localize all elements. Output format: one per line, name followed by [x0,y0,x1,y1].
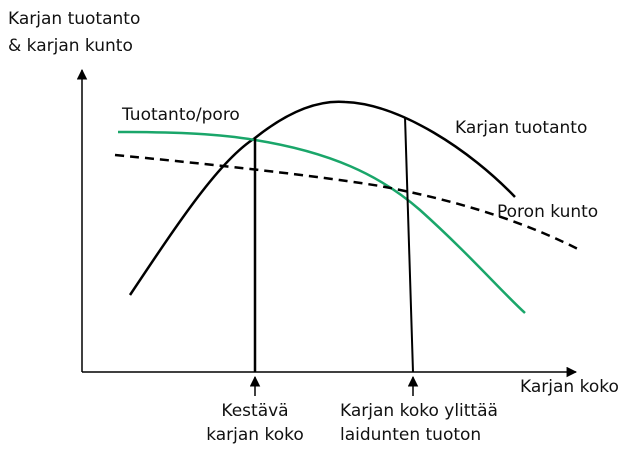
marker-label: Karjan koko ylittää [340,401,498,421]
per-reindeer-curve [117,130,526,314]
y-axis-label: & karjan kunto [8,36,133,56]
x-axis-label: Karjan koko [520,377,619,397]
curve-label: Poron kunto [497,202,598,222]
marker-label: Kestävä [221,401,288,421]
condition-curve [114,153,581,252]
production-curve [128,100,516,296]
marker-label: karjan koko [206,425,304,445]
overgrazing-line [404,116,414,373]
marker-label: laidunten tuoton [340,425,481,445]
y-axis-label: Karjan tuotanto [8,9,140,29]
curve-label: Tuotanto/poro [121,105,240,125]
curve-label: Karjan tuotanto [455,118,587,138]
